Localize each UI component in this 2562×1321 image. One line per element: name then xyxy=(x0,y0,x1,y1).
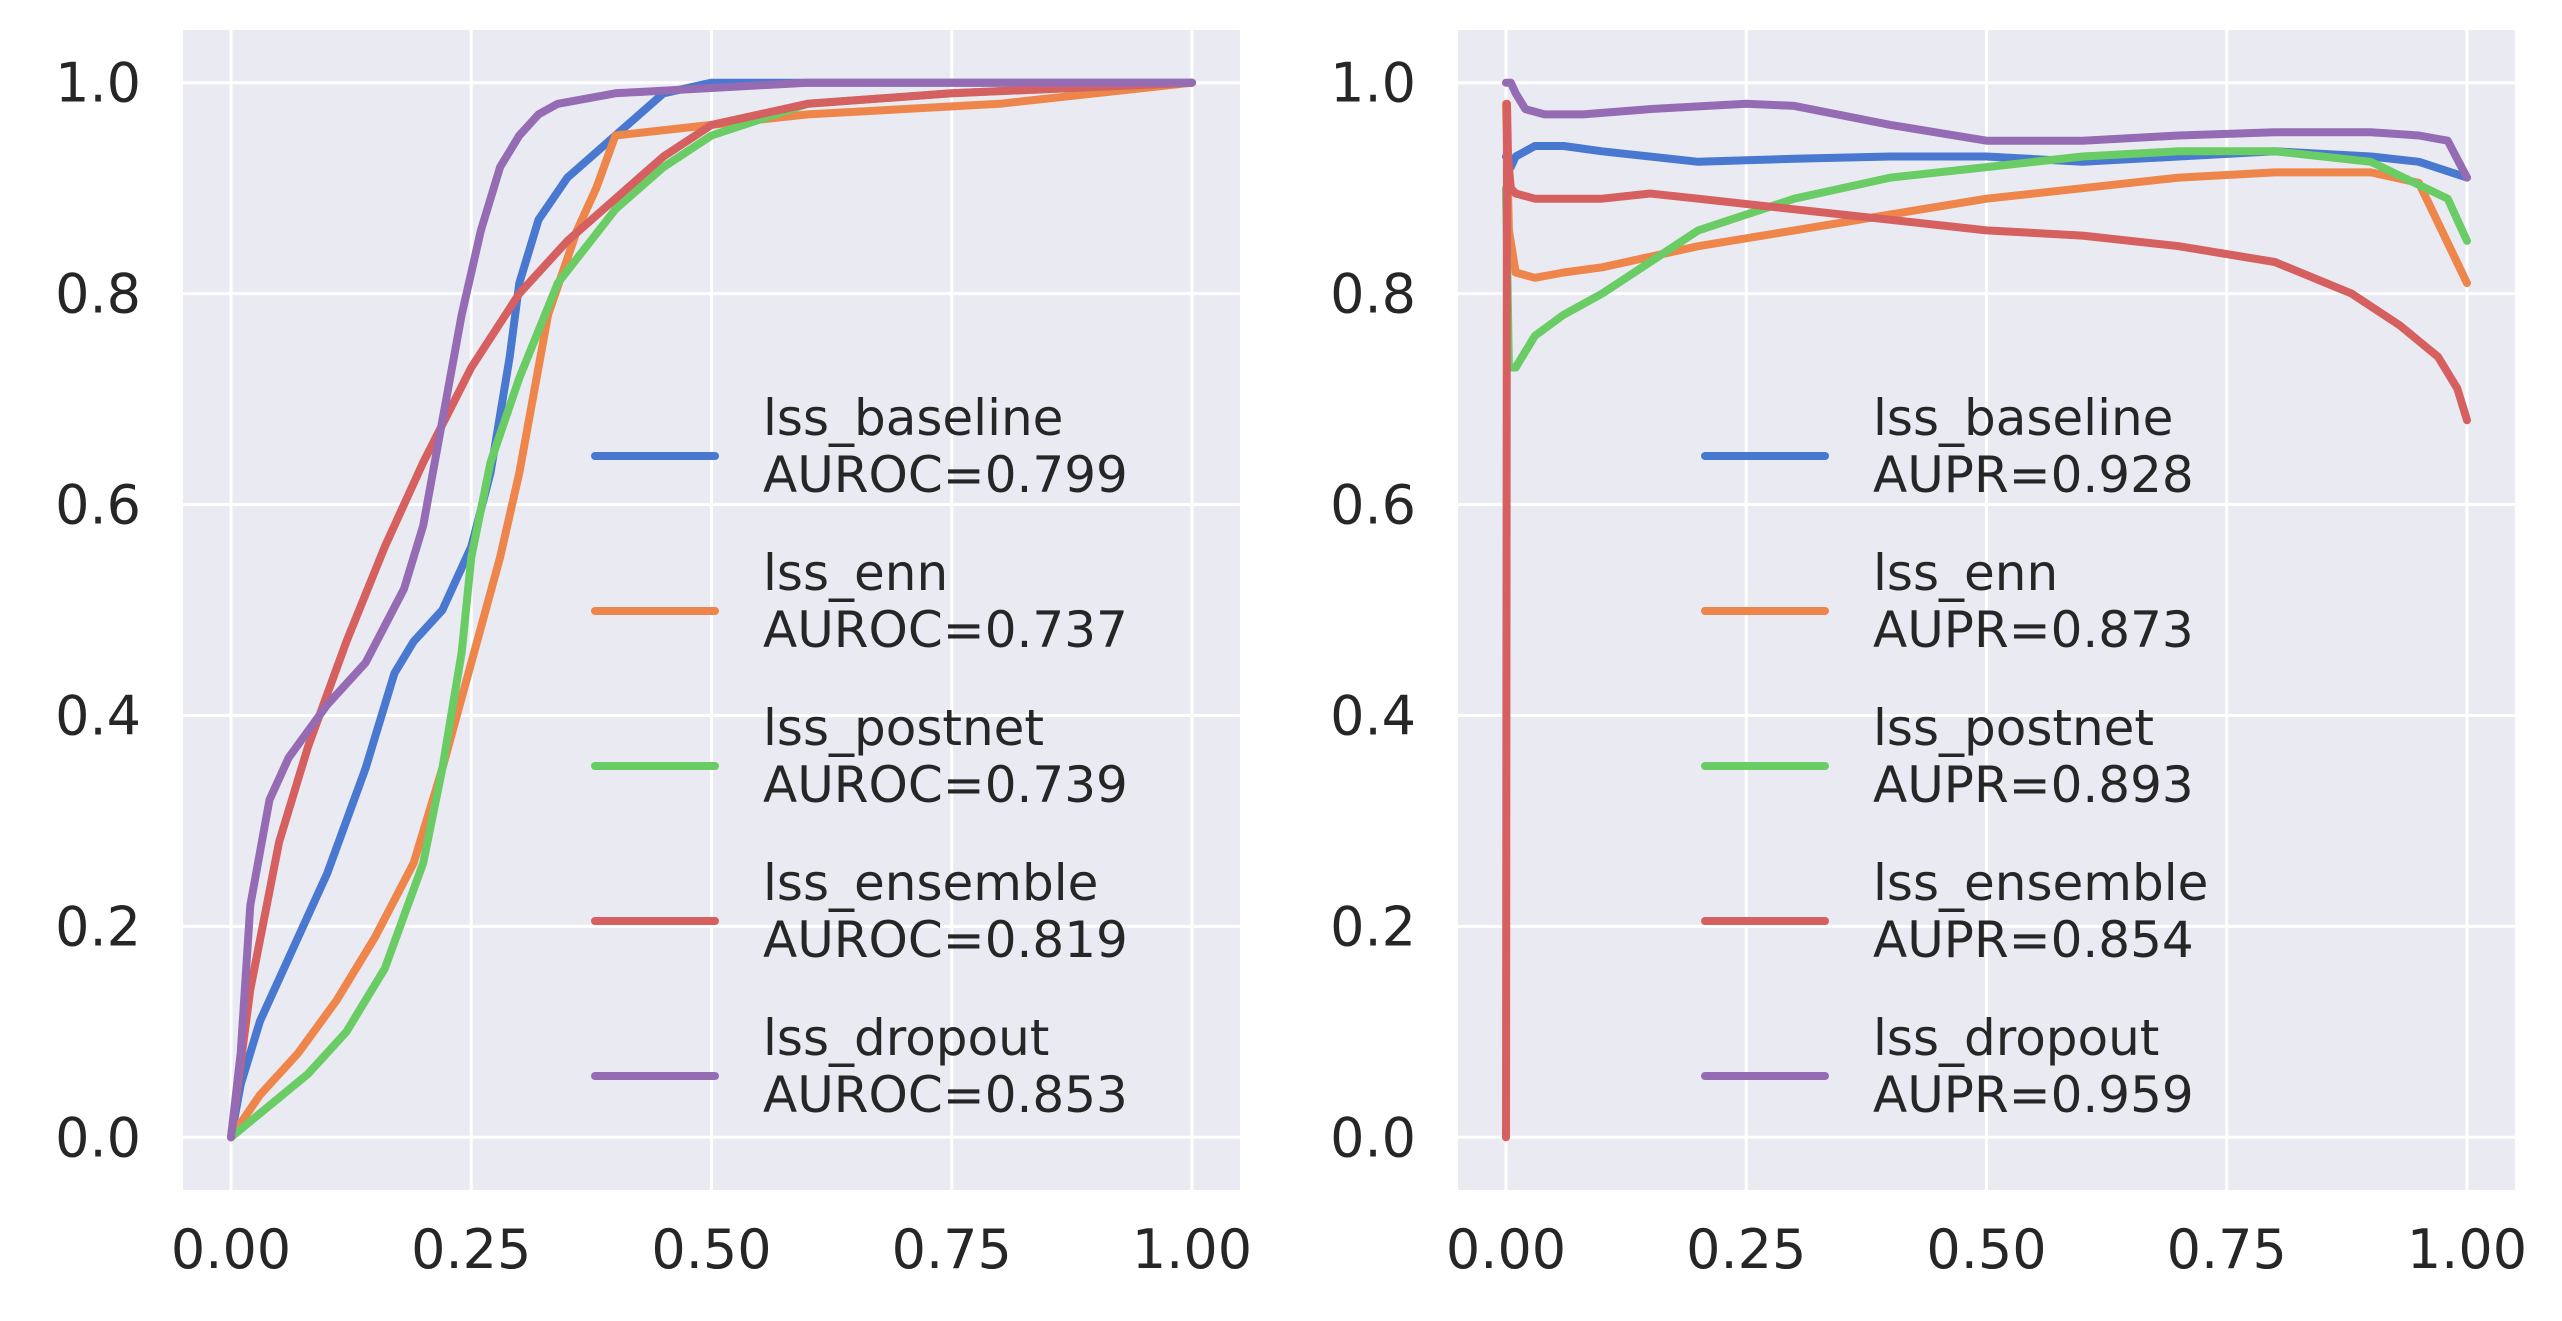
series-line-lss_enn xyxy=(1502,99,2471,288)
y-tick-label: 0.6 xyxy=(1330,474,1416,537)
legend-metric-label: AUROC=0.819 xyxy=(763,911,1128,969)
legend-metric-label: AUPR=0.928 xyxy=(1873,446,2194,504)
legend-metric-label: AUROC=0.737 xyxy=(763,601,1128,659)
series-line-lss_ensemble xyxy=(1502,99,2471,1142)
legend-series-name: lss_ensemble xyxy=(1873,854,2208,912)
x-tick-label: 1.00 xyxy=(2407,1218,2527,1281)
x-tick-label: 0.25 xyxy=(1686,1218,1806,1281)
x-tick-label: 0.50 xyxy=(651,1218,771,1281)
legend-metric-label: AUPR=0.873 xyxy=(1873,601,2194,659)
y-tick-label: 0.2 xyxy=(1330,895,1416,958)
legend-series-name: lss_postnet xyxy=(763,699,1044,757)
legend: lss_baselineAUROC=0.799lss_ennAUROC=0.73… xyxy=(591,389,1128,1124)
legend-series-name: lss_enn xyxy=(1873,544,2058,602)
y-tick-label: 0.2 xyxy=(55,895,141,958)
legend-metric-label: AUPR=0.893 xyxy=(1873,756,2194,814)
series-line-lss_ensemble xyxy=(227,78,1196,1142)
y-tick-label: 1.0 xyxy=(55,52,141,115)
series-line-lss_dropout xyxy=(1502,78,2471,182)
legend-metric-label: AUROC=0.853 xyxy=(763,1066,1128,1124)
legend-metric-label: AUROC=0.739 xyxy=(763,756,1128,814)
legend-series-name: lss_dropout xyxy=(1873,1009,2159,1067)
legend-metric-label: AUPR=0.854 xyxy=(1873,911,2194,969)
y-tick-label: 0.8 xyxy=(55,263,141,326)
roc-panel: 0.00 0.25 0.50 0.75 1.00 0.0 0.2 0.4 0.6 0.8 1.0 ls… xyxy=(55,30,1252,1281)
legend-series-name: lss_dropout xyxy=(763,1009,1049,1067)
series-line-lss_postnet xyxy=(1502,147,2471,372)
y-tick-label: 1.0 xyxy=(1330,52,1416,115)
legend: lss_baselineAUPR=0.928lss_ennAUPR=0.873l… xyxy=(1701,389,2208,1124)
x-tick-label: 0.75 xyxy=(892,1218,1012,1281)
legend-metric-label: AUROC=0.799 xyxy=(763,446,1128,504)
y-tick-label: 0.6 xyxy=(55,474,141,537)
x-tick-label: 0.00 xyxy=(1446,1218,1566,1281)
x-tick-label: 0.00 xyxy=(171,1218,291,1281)
x-tick-label: 0.50 xyxy=(1926,1218,2046,1281)
x-tick-label: 0.25 xyxy=(411,1218,531,1281)
y-tick-label: 0.0 xyxy=(1330,1106,1416,1169)
x-tick-label: 0.75 xyxy=(2167,1218,2287,1281)
legend-series-name: lss_postnet xyxy=(1873,699,2154,757)
series-line-lss_postnet xyxy=(227,78,1196,1142)
y-tick-label: 0.0 xyxy=(55,1106,141,1169)
y-tick-label: 0.4 xyxy=(1330,684,1416,747)
legend-series-name: lss_baseline xyxy=(1873,389,2173,447)
x-tick-label: 1.00 xyxy=(1132,1218,1252,1281)
pr-panel: 0.00 0.25 0.50 0.75 1.00 0.0 0.2 0.4 0.6 0.8 1.0 ls… xyxy=(1330,30,2527,1281)
legend-series-name: lss_ensemble xyxy=(763,854,1098,912)
y-tick-label: 0.4 xyxy=(55,684,141,747)
legend-metric-label: AUPR=0.959 xyxy=(1873,1066,2194,1124)
y-tick-label: 0.8 xyxy=(1330,263,1416,326)
legend-series-name: lss_enn xyxy=(763,544,948,602)
legend-series-name: lss_baseline xyxy=(763,389,1063,447)
series-line-lss_dropout xyxy=(227,78,1196,1142)
